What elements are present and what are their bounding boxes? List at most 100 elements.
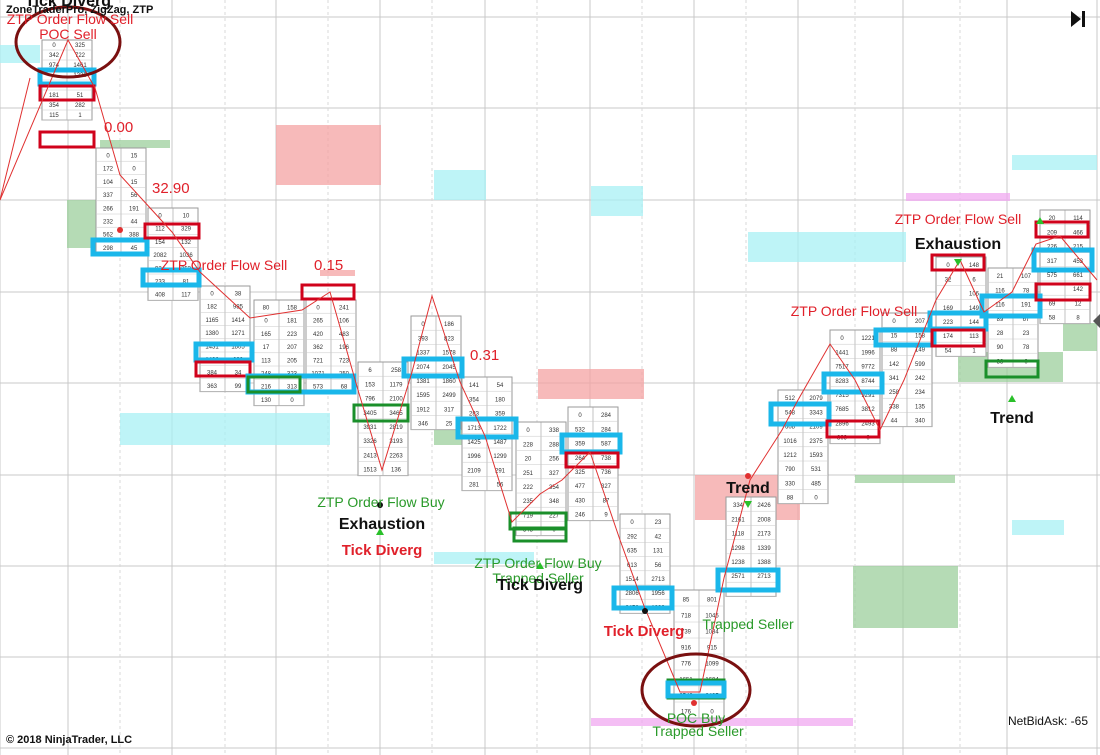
price-zone	[100, 140, 170, 148]
footprint-ask: 388	[129, 233, 140, 239]
footprint-ask: 1179	[390, 382, 404, 388]
footprint-ask: 2263	[389, 453, 403, 459]
footprint-ask: 1036	[179, 253, 193, 259]
footprint-bid: 0	[892, 319, 896, 325]
signal-box	[930, 328, 986, 348]
footprint-bid: 916	[681, 646, 692, 652]
footprint-bid: 141	[469, 383, 480, 389]
footprint-ask: 114	[1073, 216, 1083, 222]
footprint-ask: 2493	[861, 421, 875, 427]
footprint-bid: 130	[261, 398, 272, 404]
footprint-ask: 34	[235, 371, 242, 377]
footprint-ask: 107	[1021, 274, 1032, 280]
footprint-bid: 90	[997, 345, 1004, 351]
footprint-bid: 28	[997, 331, 1004, 337]
signal-box	[143, 222, 201, 240]
footprint-bid: 69	[1049, 301, 1056, 307]
footprint-bid: 2806	[625, 591, 639, 597]
footprint-ask: 2375	[809, 439, 823, 445]
poc-sell-circle	[14, 5, 122, 79]
footprint-bid: 330	[785, 481, 796, 487]
footprint-ask: 327	[549, 471, 560, 477]
signal-box	[564, 451, 620, 469]
footprint-bid: 174	[943, 334, 954, 340]
footprint-bid: 573	[313, 385, 324, 391]
footprint-ask: 2079	[809, 396, 823, 402]
footprint-ask: 1414	[231, 318, 245, 324]
footprint-bid: 1380	[205, 331, 219, 337]
footprint-ask: 340	[915, 419, 926, 425]
price-zone	[1012, 520, 1064, 535]
footprint-bid: 181	[49, 93, 60, 99]
zigzag-label: 32.90	[152, 180, 190, 197]
footprint-ask: 3343	[809, 410, 823, 416]
footprint-ask: 2713	[757, 574, 771, 580]
copyright-text: © 2018 NinjaTrader, LLC	[6, 734, 133, 746]
footprint-ask: 485	[811, 481, 822, 487]
footprint-ask: 1860	[442, 379, 456, 385]
footprint-bid: 0	[316, 306, 320, 312]
footprint-ask: 2819	[389, 425, 403, 431]
footprint-ask: 0	[866, 436, 870, 442]
footprint-ask: 661	[1073, 273, 1084, 279]
play-icon[interactable]	[1070, 10, 1086, 28]
footprint-ask: 12	[1075, 301, 1082, 307]
footprint-bar: 0 186 393 823 1337 1578 2074 2045 1381 1860 1595 24…	[410, 315, 462, 431]
footprint-ask: 144	[969, 320, 980, 326]
footprint-ask: 531	[811, 467, 822, 473]
footprint-ask: 3193	[389, 439, 403, 445]
price-zone	[748, 232, 906, 262]
footprint-ask: 1339	[757, 546, 771, 552]
signal-box	[821, 371, 885, 395]
signal-box	[512, 526, 568, 543]
footprint-bid: 283	[469, 412, 480, 418]
footprint-ask: 723	[339, 358, 350, 364]
footprint-bid: 232	[103, 220, 114, 226]
footprint-bar: 0 338 228 288 20 256 251 327 222 354 235 348 719 227 5…	[515, 421, 567, 537]
signal-box	[38, 84, 96, 102]
footprint-bid: 142	[889, 362, 900, 368]
footprint-bid: 0	[526, 428, 530, 434]
footprint-bid: 0	[840, 336, 844, 342]
netbidask-readout: NetBidAsk: -65	[1007, 714, 1088, 728]
footprint-ask: 6	[972, 277, 976, 283]
indicator-header: ZoneTraderPro, ZigZag, ZTP	[6, 4, 154, 16]
price-zone	[591, 186, 643, 216]
footprint-bid: 1337	[416, 351, 430, 357]
footprint-bid: 1118	[732, 532, 745, 538]
footprint-bid: 8283	[835, 379, 849, 385]
footprint-ask: 2045	[442, 365, 456, 371]
footprint-ask: 38	[235, 292, 242, 298]
footprint-ask: 284	[601, 413, 612, 419]
footprint-bid: 512	[785, 396, 796, 402]
footprint-bid: 153	[365, 382, 376, 388]
footprint-bid: 430	[575, 498, 586, 504]
zigzag-label: 0.00	[104, 119, 133, 136]
footprint-bid: 1996	[467, 454, 481, 460]
footprint-ask: 25	[446, 422, 453, 428]
footprint-bid: 2074	[416, 365, 430, 371]
footprint-bid: 235	[523, 499, 534, 505]
footprint-ask: 42	[655, 534, 662, 540]
footprint-bid: 1425	[467, 440, 481, 446]
footprint-ask: 23	[655, 520, 662, 526]
footprint-bid: 251	[523, 471, 534, 477]
footprint-ask: 915	[707, 646, 718, 652]
price-pointer-icon	[1093, 314, 1100, 328]
footprint-bid: 608	[785, 425, 796, 431]
footprint-bid: 0	[421, 322, 425, 328]
footprint-bid: 116	[995, 303, 1005, 309]
footprint-ask: 0	[132, 167, 136, 173]
footprint-bid: 80	[263, 306, 270, 312]
footprint-ask: 1805	[231, 344, 245, 350]
footprint-ask: 106	[339, 319, 350, 325]
signal-annotation: Trend	[990, 410, 1034, 427]
footprint-bid: 266	[103, 206, 114, 212]
signal-arrow-icon	[744, 501, 752, 508]
signal-box	[38, 130, 96, 149]
signal-annotation: ZTP Order Flow Buy	[317, 494, 444, 510]
poc-buy-circle	[640, 652, 752, 728]
signal-annotation: Exhaustion	[339, 516, 425, 533]
zigzag-line	[0, 38, 1098, 693]
